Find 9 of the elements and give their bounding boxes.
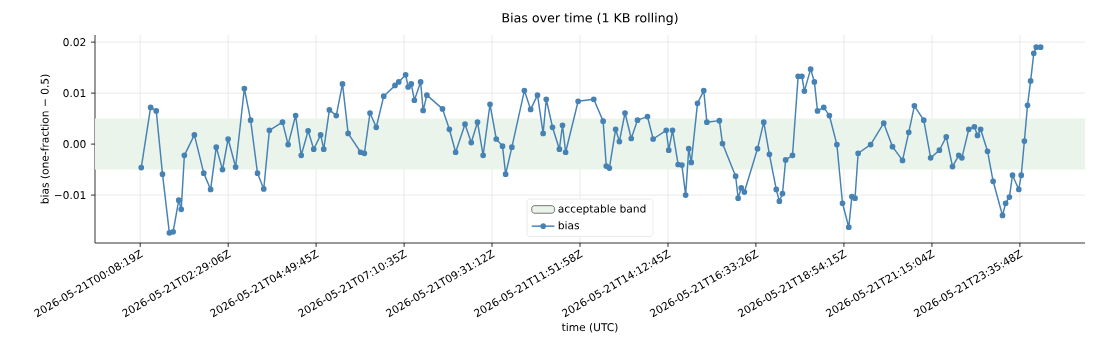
chart-title: Bias over time (1 KB rolling) [502, 12, 678, 25]
y-tick-label: 0.02 [63, 38, 86, 47]
y-tick-label: 0.01 [63, 89, 86, 98]
y-tick-label: 0.00 [63, 140, 86, 149]
legend-label: bias [558, 221, 580, 230]
legend-label: acceptable band [558, 204, 646, 215]
x-axis-title: time (UTC) [561, 322, 618, 333]
y-axis-title: bias (one-fraction − 0.5) [40, 74, 50, 204]
y-tick-label: −0.01 [54, 191, 86, 200]
